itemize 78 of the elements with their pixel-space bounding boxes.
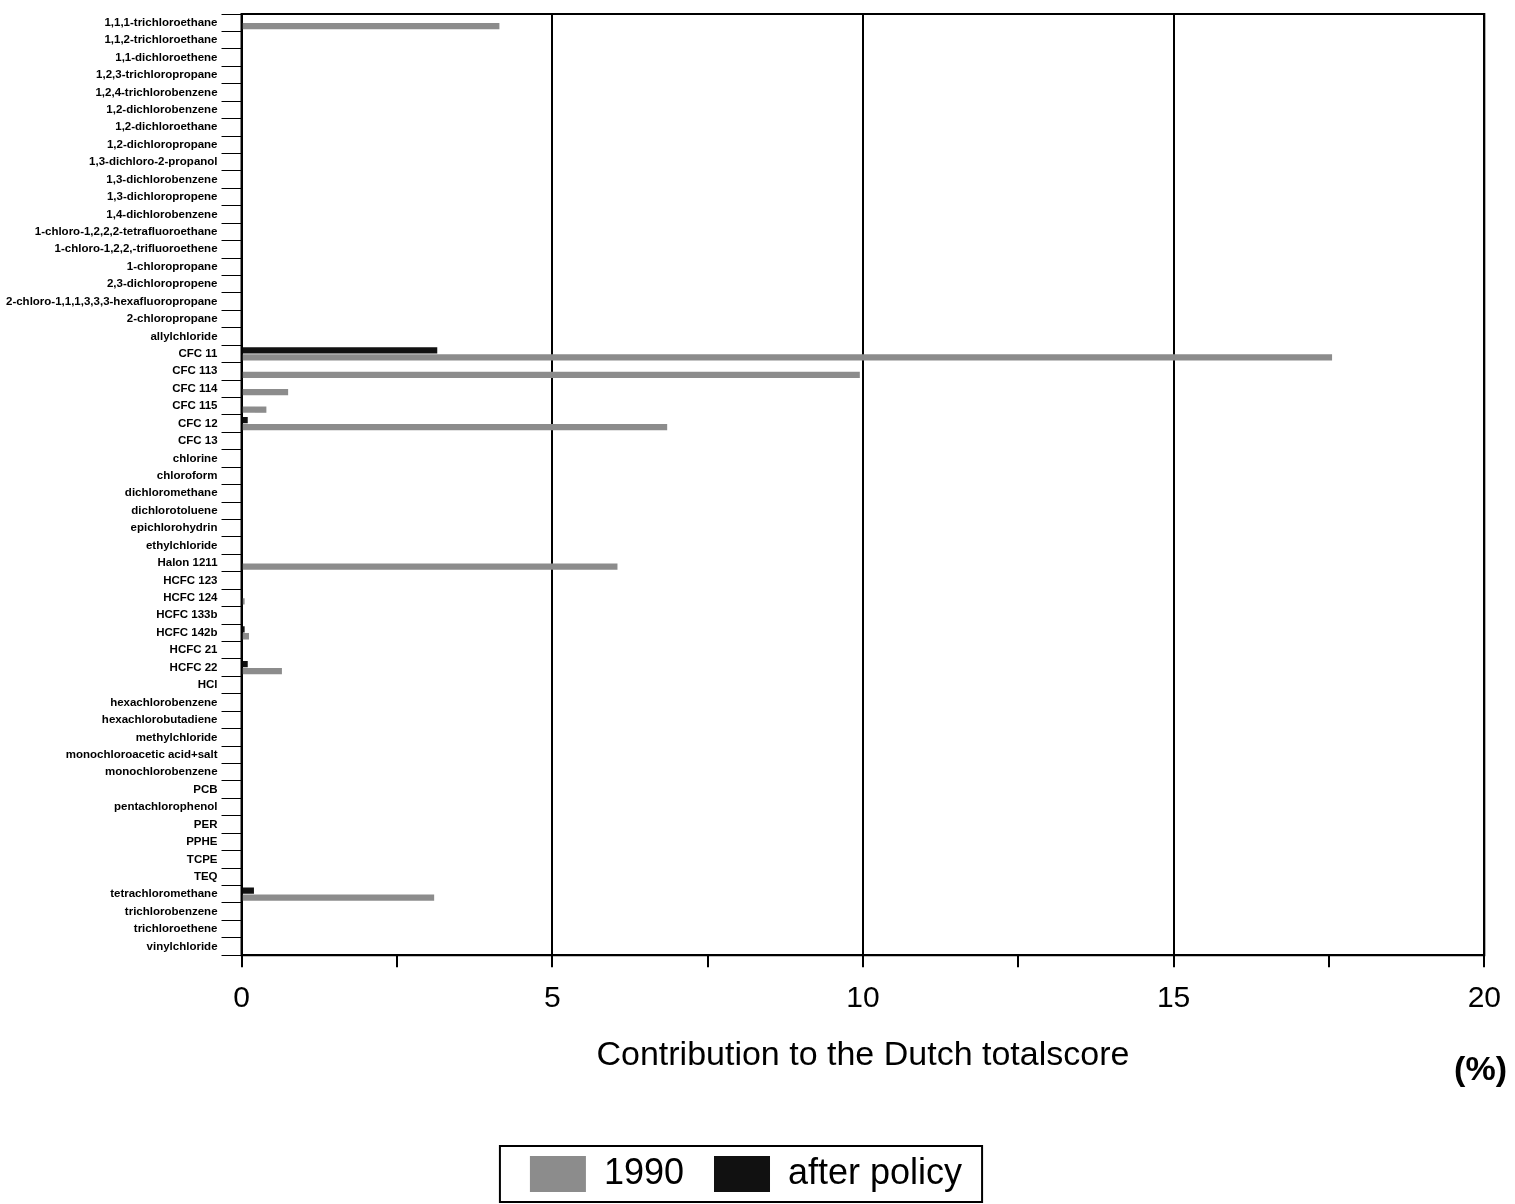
y-tick-label: CFC 11 bbox=[178, 347, 219, 360]
y-tick-label: monochloroacetic acid+salt bbox=[65, 747, 218, 760]
bar bbox=[242, 563, 618, 570]
y-tick-label: tetrachloromethane bbox=[110, 887, 218, 900]
bar bbox=[242, 423, 668, 431]
y-tick-label: HCFC 22 bbox=[169, 660, 218, 673]
y-tick-label: methylchloride bbox=[135, 730, 218, 743]
y-tick-label: monochlorobenzene bbox=[105, 765, 218, 778]
bar bbox=[242, 354, 1333, 361]
y-tick-label: 1,2-dichloroethane bbox=[115, 120, 218, 133]
y-tick-label: CFC 12 bbox=[177, 416, 218, 429]
text: (%) bbox=[1454, 1049, 1507, 1088]
y-tick-label: 1,1,1-trichloroethane bbox=[104, 15, 218, 28]
y-tick-label: 1,4-dichlorobenzene bbox=[106, 207, 218, 220]
y-tick-label: 1,2,3-trichloropropane bbox=[96, 68, 218, 81]
bar bbox=[242, 660, 248, 668]
y-tick-label: HCFC 142b bbox=[156, 625, 218, 638]
y-tick-label: PPHE bbox=[186, 835, 218, 848]
y-tick-label: Halon 1211 bbox=[157, 556, 219, 569]
y-tick-label: PER bbox=[193, 817, 219, 830]
y-tick-label: 1,3-dichloro-2-propanol bbox=[89, 155, 218, 168]
y-tick-label: HCFC 21 bbox=[169, 643, 219, 656]
y-tick-label: 1,2-dichlorobenzene bbox=[106, 103, 218, 116]
y-tick-label: HCFC 124 bbox=[163, 591, 219, 604]
y-tick-label: HCFC 133b bbox=[156, 608, 218, 621]
y-tick-label: 2-chloro-1,1,1,3,3,3-hexafluoropropane bbox=[5, 294, 218, 307]
y-tick-label: dichloromethane bbox=[124, 486, 218, 499]
bar bbox=[242, 347, 438, 354]
y-tick-label: HCFC 123 bbox=[163, 573, 218, 586]
y-tick-label: CFC 113 bbox=[172, 364, 218, 377]
bar bbox=[242, 667, 282, 675]
x-tick-label: 0 bbox=[233, 980, 250, 1014]
y-tick-label: PCB bbox=[193, 782, 218, 795]
legend-label: 1990 bbox=[603, 1150, 685, 1192]
y-tick-label: dichlorotoluene bbox=[131, 503, 218, 516]
y-tick-label: 1,2,4-trichlorobenzene bbox=[95, 85, 218, 98]
y-tick-label: CFC 115 bbox=[172, 399, 219, 412]
y-tick-label: allylchloride bbox=[150, 329, 218, 342]
y-tick-label: trichloroethene bbox=[133, 922, 218, 935]
y-tick-label: 1,2-dichloropropane bbox=[106, 137, 218, 150]
y-tick-label: chlorine bbox=[172, 451, 218, 464]
y-tick-label: epichlorohydrin bbox=[130, 521, 218, 534]
y-tick-label: 1-chloro-1,2,2,2-tetrafluoroethane bbox=[34, 225, 218, 238]
legend-label: after policy bbox=[788, 1150, 963, 1192]
x-tick-label: 20 bbox=[1467, 980, 1501, 1014]
y-tick-label: chloroform bbox=[156, 469, 218, 482]
bar bbox=[242, 894, 435, 901]
bar bbox=[242, 23, 500, 30]
bar bbox=[242, 371, 860, 378]
y-tick-label: 1,1,2-trichloroethane bbox=[104, 33, 218, 46]
bar bbox=[242, 416, 248, 424]
y-tick-label: 1,1-dichloroethene bbox=[115, 50, 218, 63]
y-tick-label: vinylchloride bbox=[146, 939, 218, 952]
y-tick-label: TCPE bbox=[186, 852, 218, 865]
x-axis-title: Contribution to the Dutch totalscore bbox=[596, 1033, 1130, 1072]
bar bbox=[242, 598, 245, 605]
x-tick-label: 15 bbox=[1156, 980, 1191, 1014]
y-tick-label: 1-chloropropane bbox=[126, 259, 218, 272]
y-tick-label: 1,3-dichloropropene bbox=[106, 190, 218, 203]
x-tick-label: 5 bbox=[543, 980, 561, 1014]
y-tick-label: CFC 114 bbox=[172, 381, 219, 394]
y-tick-label: trichlorobenzene bbox=[124, 904, 218, 917]
bar bbox=[242, 389, 289, 396]
y-tick-label: hexachlorobenzene bbox=[110, 695, 218, 708]
y-tick-label: 2,3-dichloropropene bbox=[106, 277, 218, 290]
x-tick-label: 10 bbox=[846, 980, 880, 1014]
y-tick-label: ethylchloride bbox=[145, 538, 218, 551]
bar bbox=[242, 406, 267, 413]
bar bbox=[242, 887, 254, 894]
y-tick-label: 2-chloropropane bbox=[126, 312, 218, 325]
y-tick-label: pentachlorophenol bbox=[114, 800, 218, 813]
y-tick-label: hexachlorobutadiene bbox=[101, 713, 218, 726]
bar bbox=[242, 626, 245, 633]
y-tick-label: CFC 13 bbox=[177, 434, 218, 447]
y-tick-label: HCl bbox=[197, 678, 218, 691]
y-tick-label: TEQ bbox=[193, 869, 218, 882]
y-tick-label: 1-chloro-1,2,2,-trifluoroethene bbox=[54, 242, 218, 255]
y-tick-label: 1,3-dichlorobenzene bbox=[106, 172, 218, 185]
